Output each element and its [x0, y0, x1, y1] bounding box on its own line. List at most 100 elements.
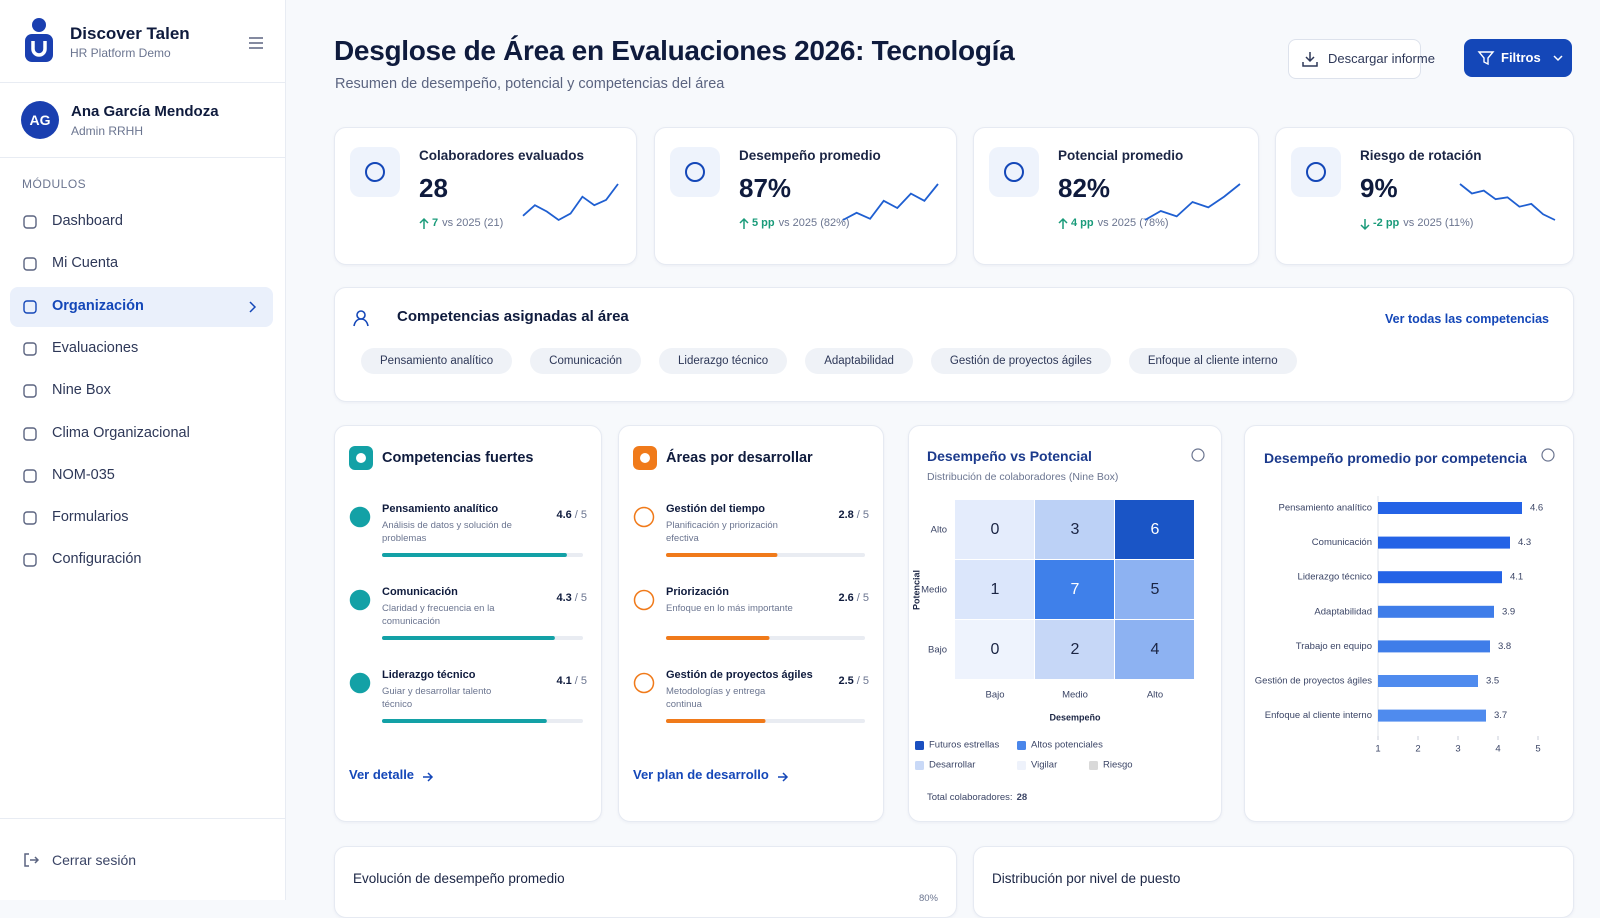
bar-category: Pensamiento analítico [1279, 503, 1372, 514]
bar [1378, 502, 1522, 514]
nav-item[interactable]: Evaluaciones [52, 339, 139, 356]
kpi-arrow [1058, 217, 1068, 229]
card-link[interactable]: Ver plan de desarrollo [633, 767, 769, 782]
nav-icon [23, 299, 37, 314]
nav-item[interactable]: Dashboard [52, 213, 123, 229]
item-score: 2.6/ 5 [838, 592, 869, 604]
col-label: Bajo [985, 690, 1004, 701]
card-title: Áreas por desarrollar [666, 450, 813, 466]
row-label: Bajo [928, 645, 947, 656]
ninebox-count: 0 [991, 521, 1000, 538]
item-name: Pensamiento analítico [382, 503, 499, 515]
x-tick-label: 4 [1495, 744, 1500, 755]
card-title: Distribución por nivel de puesto [992, 871, 1181, 886]
item-score: 2.5/ 5 [838, 675, 869, 687]
bar-category: Liderazgo técnico [1298, 572, 1372, 583]
item-score: 4.6/ 5 [556, 509, 587, 521]
ninebox-count: 1 [991, 581, 1000, 598]
download-label: Descargar informe [1328, 51, 1435, 66]
nav-item[interactable]: Configuración [52, 551, 142, 568]
kpi-card: Riesgo de rotación 9% -2 pp vs 2025 (11%) [1275, 127, 1574, 265]
info-icon [1191, 448, 1205, 462]
score-fill [382, 636, 555, 640]
kpi-label: Potencial promedio [1058, 148, 1184, 163]
total-label: Total colaboradores: [927, 792, 1013, 803]
kpi-arrow [739, 217, 749, 229]
nav-icon [23, 553, 37, 568]
kpi-arrow [419, 217, 429, 229]
kpi-delta: 7 [432, 217, 439, 229]
ninebox-count: 0 [991, 641, 1000, 658]
logout[interactable]: Cerrar sesión [52, 852, 137, 868]
divider [0, 818, 285, 819]
competency-tag: Adaptabilidad [805, 348, 913, 374]
nav-item[interactable]: Formularios [52, 509, 129, 526]
development-card: Áreas por desarrollar Gestión del tiempo P… [618, 425, 884, 822]
divider [0, 157, 285, 158]
arrow [423, 772, 434, 782]
competencies-title: Competencias asignadas al área [397, 308, 629, 325]
ninebox-title: Desempeño vs Potencial [927, 448, 1092, 464]
nav-icon [23, 469, 37, 483]
icon [1191, 448, 1205, 462]
link-arrow [778, 772, 789, 782]
kpi-icon-shape [685, 162, 705, 182]
item-icon [633, 506, 655, 528]
y-axis-label: Potencial [911, 570, 921, 610]
arrow [1360, 219, 1370, 231]
icon [1004, 162, 1024, 182]
kpi-delta: 5 pp [752, 217, 775, 229]
bar-category: Comunicación [1312, 537, 1372, 548]
filters-button[interactable]: Filtros [1464, 39, 1572, 77]
menu-toggle[interactable] [248, 36, 264, 50]
card-link[interactable]: Ver detalle [349, 767, 415, 782]
item-icon [633, 672, 655, 694]
icon [633, 589, 655, 611]
competencies-link[interactable]: Ver todas las competencias [1385, 312, 1549, 326]
bar [1378, 640, 1490, 653]
score-max: / 5 [856, 675, 869, 687]
ninebox-count: 3 [1071, 521, 1080, 538]
score-max: / 5 [574, 509, 587, 521]
bar-value: 3.7 [1494, 710, 1507, 721]
sparkline [842, 183, 939, 221]
icon-shape [23, 342, 37, 356]
legend-label: Altos potenciales [1031, 740, 1103, 751]
icon [349, 589, 371, 611]
nav-item[interactable]: Mi Cuenta [52, 255, 119, 272]
item-desc: Claridad y frecuencia en la comunicación [382, 603, 495, 627]
x-tick-label: 1 [1375, 744, 1380, 755]
icon-shape [23, 511, 37, 525]
kpi-icon-shape [1004, 162, 1024, 182]
filter-icon [1477, 51, 1563, 66]
download-button[interactable]: Descargar informe [1288, 39, 1435, 79]
nav-item[interactable]: NOM-035 [52, 466, 115, 483]
item-score: 4.3/ 5 [556, 592, 587, 604]
card-icon [349, 446, 373, 470]
score: 2.5 [838, 675, 854, 687]
score-max: / 5 [856, 509, 869, 521]
nav-item[interactable]: Organización [52, 297, 144, 314]
link-arrow [423, 772, 434, 782]
item-desc: Enfoque en lo más importante [666, 603, 793, 614]
kpi-delta-row: 4 pp vs 2025 (78%) [1071, 217, 1169, 229]
sparkline-line [522, 183, 619, 222]
nav-item[interactable]: Clima Organizacional [52, 424, 190, 441]
icon [633, 672, 655, 694]
ninebox-count: 2 [1071, 641, 1080, 658]
nav-icon [23, 342, 37, 356]
ninebox-total: Total colaboradores: 28 [927, 792, 1027, 803]
item-icon [633, 589, 655, 611]
sparkline [1144, 183, 1241, 221]
col-label: Alto [1147, 690, 1163, 701]
nav-item[interactable]: Nine Box [52, 382, 111, 399]
icon-shape [23, 469, 37, 483]
strengths-card: Competencias fuertes Pensamiento analític… [334, 425, 602, 822]
x-tick-label: 2 [1415, 744, 1420, 755]
kpi-value: 28 [419, 173, 448, 203]
page-title: Desglose de Área en Evaluaciones 2026: T… [334, 35, 1015, 66]
legend-swatch [1017, 761, 1026, 770]
score-bar [666, 553, 865, 557]
ninebox-cell [1035, 560, 1114, 619]
